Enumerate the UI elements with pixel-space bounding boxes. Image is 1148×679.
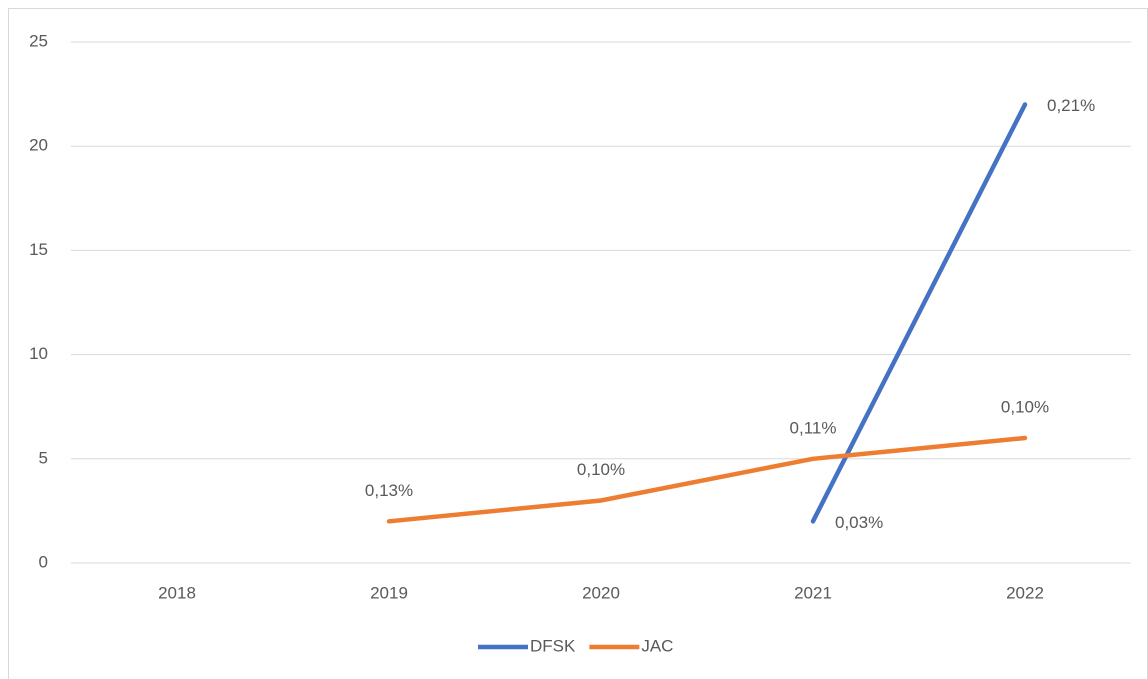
- x-tick-label: 2018: [158, 583, 196, 602]
- data-label: 0,11%: [790, 418, 837, 437]
- data-label: 0,10%: [577, 460, 625, 479]
- y-tick-label: 15: [29, 240, 48, 259]
- data-label: 0,03%: [835, 513, 883, 532]
- y-tick-label: 20: [29, 136, 48, 155]
- legend-label: DFSK: [530, 636, 576, 655]
- y-tick-label: 0: [39, 552, 48, 571]
- x-tick-label: 2021: [794, 583, 832, 602]
- data-label: 0,13%: [365, 481, 413, 500]
- data-label: 0,21%: [1047, 96, 1095, 115]
- y-tick-label: 25: [29, 31, 48, 50]
- x-tick-label: 2022: [1006, 583, 1044, 602]
- x-tick-label: 2019: [370, 583, 408, 602]
- x-tick-label: 2020: [582, 583, 620, 602]
- legend-label: JAC: [641, 636, 673, 655]
- y-tick-label: 5: [39, 448, 48, 467]
- line-series: [810, 102, 1028, 524]
- data-label: 0,10%: [1001, 397, 1049, 416]
- chart-frame: [8, 8, 1148, 679]
- y-tick-label: 10: [29, 344, 48, 363]
- line-series: [386, 435, 1028, 524]
